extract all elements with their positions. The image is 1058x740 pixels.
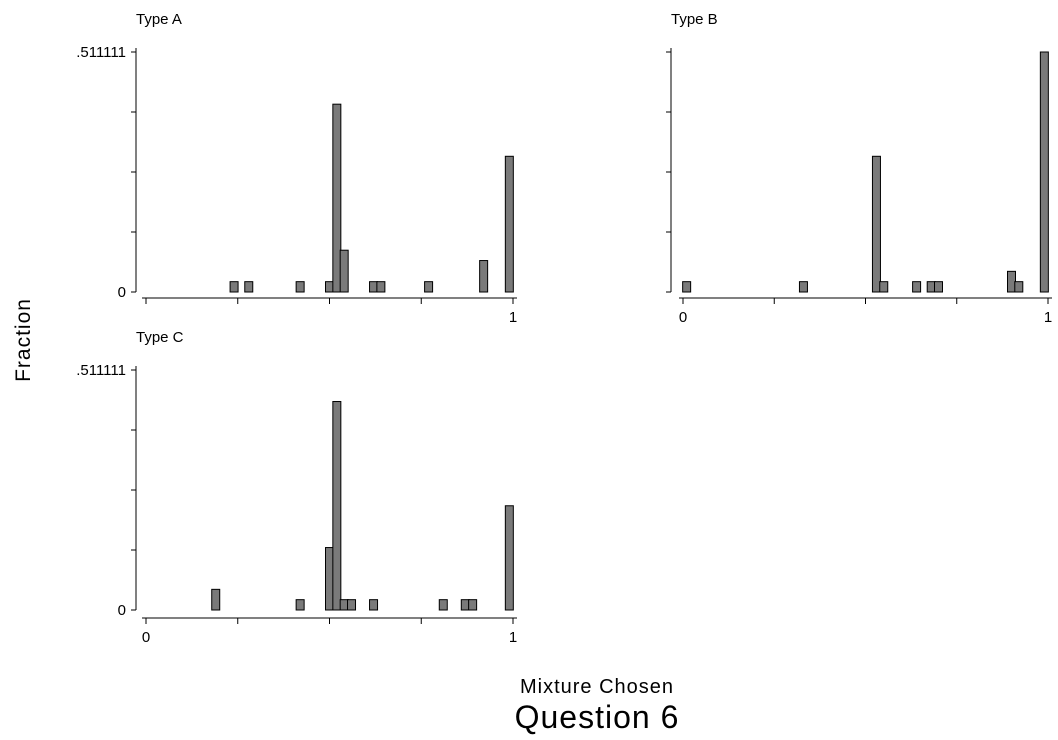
y-axis-label: Fraction bbox=[12, 298, 35, 382]
histogram-bar bbox=[211, 588, 221, 611]
histogram-bar bbox=[244, 281, 254, 293]
y-tick-label: .511111 bbox=[76, 362, 126, 379]
panel-title: Type C bbox=[136, 329, 184, 346]
histogram-bar bbox=[295, 599, 305, 611]
histogram-bar bbox=[460, 599, 470, 611]
histogram-bar bbox=[798, 281, 808, 293]
x-tick-label: 1 bbox=[1044, 309, 1052, 326]
histogram-bar bbox=[376, 281, 386, 293]
figure-title: Question 6 bbox=[515, 699, 680, 735]
histogram-bar bbox=[369, 599, 379, 611]
histogram-bar bbox=[332, 401, 342, 611]
y-tick-label: 0 bbox=[118, 602, 126, 619]
histogram-bar bbox=[871, 155, 881, 293]
histogram-bar bbox=[879, 281, 889, 293]
histogram-bar bbox=[438, 599, 448, 611]
histogram-bar bbox=[912, 281, 922, 293]
histogram-bar bbox=[479, 260, 489, 293]
histogram-bar bbox=[682, 281, 692, 293]
histogram-bar bbox=[325, 547, 334, 611]
panel-type-c: Type C 0 .511111 0 1 bbox=[76, 329, 517, 646]
histogram-bar bbox=[332, 103, 342, 293]
histogram-bar bbox=[325, 281, 334, 293]
histogram-bar bbox=[504, 155, 514, 293]
histogram-bar bbox=[229, 281, 239, 293]
y-tick-label: 0 bbox=[118, 284, 126, 301]
histogram-bar bbox=[468, 599, 478, 611]
x-tick-label: 1 bbox=[509, 309, 517, 326]
histogram-bar bbox=[339, 249, 349, 293]
histogram-bar bbox=[1039, 51, 1049, 293]
histogram-bar bbox=[339, 599, 349, 611]
histogram-bar bbox=[369, 281, 379, 293]
panel-title: Type B bbox=[671, 11, 718, 28]
x-axis-label: Mixture Chosen bbox=[520, 676, 674, 698]
panel-type-b: Type B 0 1 bbox=[666, 11, 1052, 326]
panel-title: Type A bbox=[136, 11, 182, 28]
x-tick-label: 0 bbox=[142, 629, 150, 646]
panel-type-a: Type A 0 .511111 1 bbox=[76, 11, 517, 326]
y-tick-label: .511111 bbox=[76, 44, 126, 61]
x-tick-label: 0 bbox=[679, 309, 687, 326]
x-tick-label: 1 bbox=[509, 629, 517, 646]
histogram-bar bbox=[1014, 281, 1024, 293]
histogram-bar bbox=[934, 281, 943, 293]
histogram-bar bbox=[424, 281, 434, 293]
histogram-bar bbox=[347, 599, 357, 611]
histogram-bar bbox=[295, 281, 305, 293]
histogram-bar bbox=[504, 505, 514, 611]
